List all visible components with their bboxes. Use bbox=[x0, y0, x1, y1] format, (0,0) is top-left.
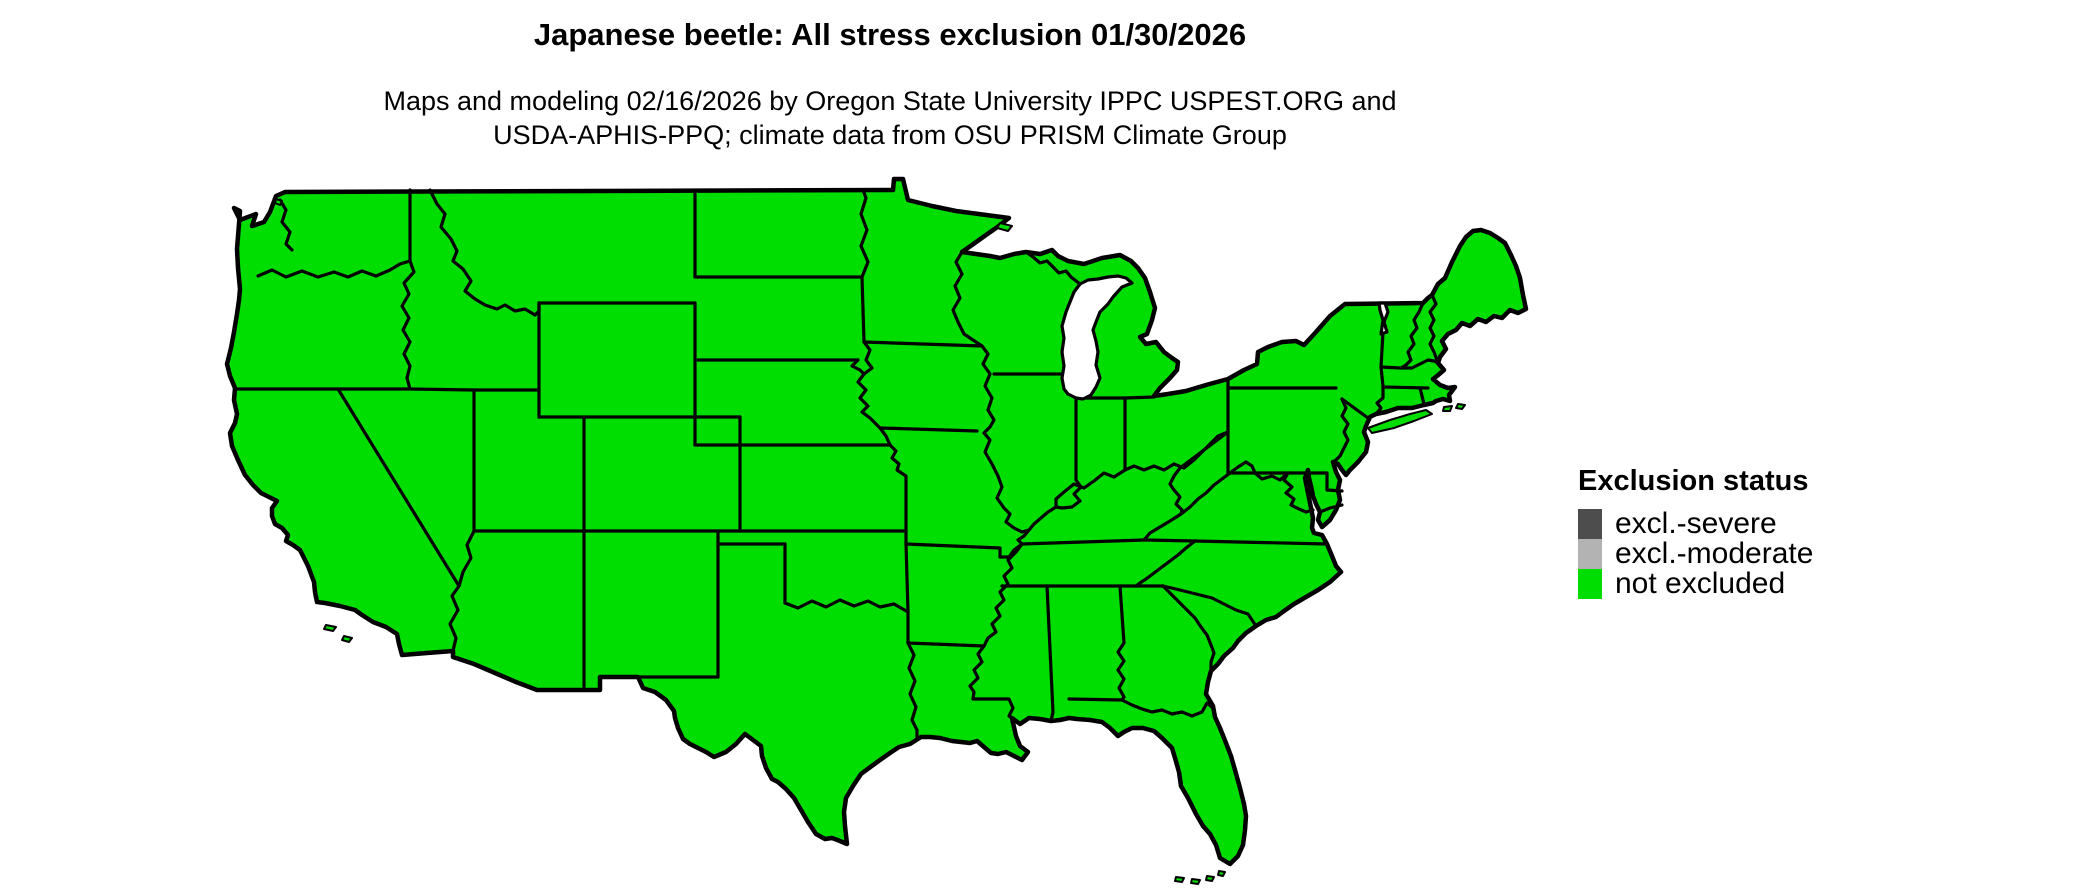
legend-title: Exclusion status bbox=[1578, 465, 1809, 497]
state-border bbox=[1379, 330, 1385, 369]
state-border bbox=[1161, 584, 1216, 673]
island bbox=[1455, 403, 1466, 410]
state-border bbox=[971, 697, 1015, 720]
island bbox=[323, 624, 337, 632]
legend-label-severe: excl.-severe bbox=[1615, 507, 1777, 540]
state-border bbox=[1428, 293, 1440, 365]
state-border bbox=[951, 250, 1031, 701]
state-border bbox=[1172, 488, 1184, 516]
legend-row-severe: excl.-severe bbox=[1578, 509, 1813, 539]
island bbox=[1367, 409, 1433, 434]
island bbox=[1442, 405, 1453, 412]
state-border bbox=[1399, 358, 1440, 370]
page-subtitle: Maps and modeling 02/16/2026 by Oregon S… bbox=[0, 84, 1780, 152]
state-border bbox=[1379, 365, 1403, 370]
state-border bbox=[1379, 365, 1385, 388]
state-border bbox=[1024, 250, 1082, 286]
state-border bbox=[862, 340, 984, 348]
state-border bbox=[233, 387, 541, 392]
state-border bbox=[1142, 538, 1197, 543]
state-border bbox=[1374, 384, 1385, 416]
state-border bbox=[783, 598, 910, 614]
page-title: Japanese beetle: All stress exclusion 01… bbox=[533, 17, 1247, 52]
state-border bbox=[888, 443, 908, 546]
lake bbox=[1377, 301, 1390, 336]
state-border bbox=[1331, 397, 1350, 464]
legend-row-not-excluded: not excluded bbox=[1578, 569, 1813, 599]
state-border bbox=[278, 198, 294, 252]
island bbox=[341, 635, 353, 643]
state-border bbox=[1134, 539, 1197, 588]
state-border bbox=[1179, 460, 1257, 516]
state-border bbox=[1116, 584, 1126, 702]
lake bbox=[1060, 274, 1134, 401]
state-border bbox=[1318, 503, 1344, 514]
state-border bbox=[1168, 430, 1230, 492]
state-border bbox=[906, 641, 986, 648]
state-border bbox=[1193, 539, 1329, 546]
legend-swatch-moderate bbox=[1578, 539, 1602, 569]
subtitle-line-1: Maps and modeling 02/16/2026 by Oregon S… bbox=[383, 86, 1397, 116]
island bbox=[274, 198, 283, 206]
state-border bbox=[1054, 468, 1127, 509]
state-border bbox=[693, 358, 866, 376]
state-border bbox=[1142, 512, 1183, 542]
state-border bbox=[400, 259, 416, 391]
island bbox=[1174, 876, 1185, 883]
state-border bbox=[904, 542, 1024, 559]
island bbox=[1190, 878, 1201, 885]
state-border bbox=[428, 188, 541, 317]
island bbox=[1205, 875, 1215, 882]
state-border bbox=[1120, 698, 1215, 718]
island bbox=[996, 222, 1013, 232]
state-border bbox=[457, 529, 476, 588]
state-border bbox=[860, 275, 866, 344]
state-border bbox=[1325, 471, 1344, 493]
legend-swatch-not-excluded bbox=[1578, 569, 1602, 599]
state-border bbox=[1253, 471, 1290, 482]
state-border bbox=[878, 426, 979, 433]
us-landmass-outline bbox=[224, 176, 1529, 867]
state-border bbox=[1045, 584, 1055, 723]
state-border bbox=[1067, 697, 1124, 702]
state-border bbox=[862, 340, 874, 376]
state-border bbox=[1027, 505, 1058, 532]
state-border bbox=[904, 542, 910, 614]
state-border bbox=[256, 259, 412, 279]
state-border bbox=[1418, 386, 1426, 406]
subtitle-line-2: USDA-APHIS-PPQ; climate data from OSU PR… bbox=[493, 120, 1287, 150]
state-border bbox=[906, 641, 919, 739]
state-border bbox=[1054, 396, 1083, 510]
state-border bbox=[856, 372, 892, 447]
island bbox=[1217, 870, 1226, 877]
state-border bbox=[1020, 538, 1146, 546]
state-border bbox=[1340, 397, 1370, 420]
legend-row-moderate: excl.-moderate bbox=[1578, 539, 1813, 569]
legend-swatch-severe bbox=[1578, 509, 1602, 539]
legend-label-moderate: excl.-moderate bbox=[1615, 537, 1814, 570]
state-border bbox=[859, 188, 870, 279]
state-border bbox=[1399, 301, 1425, 370]
state-border bbox=[1282, 471, 1315, 514]
state-border bbox=[1074, 395, 1156, 400]
legend-label-not-excluded: not excluded bbox=[1615, 567, 1786, 600]
legend: Exclusion status excl.-severe excl.-mode… bbox=[1578, 466, 1813, 599]
state-border bbox=[1161, 584, 1258, 628]
